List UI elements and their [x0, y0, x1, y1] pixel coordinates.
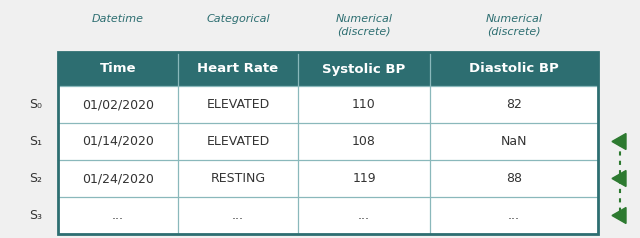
Text: 119: 119 — [352, 172, 376, 185]
Bar — [58, 52, 598, 234]
Text: ELEVATED: ELEVATED — [206, 135, 269, 148]
Text: ...: ... — [358, 209, 370, 222]
Text: Heart Rate: Heart Rate — [197, 63, 278, 75]
Text: S₁: S₁ — [29, 135, 42, 148]
Text: Diastolic BP: Diastolic BP — [469, 63, 559, 75]
Text: Time: Time — [100, 63, 136, 75]
Text: ELEVATED: ELEVATED — [206, 98, 269, 111]
Text: 82: 82 — [506, 98, 522, 111]
Bar — [58, 197, 598, 234]
Text: 01/14/2020: 01/14/2020 — [82, 135, 154, 148]
Bar — [58, 160, 598, 197]
Text: ...: ... — [112, 209, 124, 222]
Text: S₂: S₂ — [29, 172, 42, 185]
Polygon shape — [612, 208, 626, 223]
Polygon shape — [612, 134, 626, 149]
Text: S₃: S₃ — [29, 209, 42, 222]
Text: S₀: S₀ — [29, 98, 42, 111]
Text: Numerical
(discrete): Numerical (discrete) — [335, 14, 392, 36]
Text: 88: 88 — [506, 172, 522, 185]
Bar — [58, 86, 598, 123]
Text: RESTING: RESTING — [211, 172, 266, 185]
Text: 108: 108 — [352, 135, 376, 148]
Text: Datetime: Datetime — [92, 14, 144, 24]
Bar — [58, 52, 598, 86]
Text: 110: 110 — [352, 98, 376, 111]
Text: ...: ... — [508, 209, 520, 222]
Text: 01/24/2020: 01/24/2020 — [82, 172, 154, 185]
Bar — [58, 123, 598, 160]
Text: ...: ... — [232, 209, 244, 222]
Polygon shape — [612, 170, 626, 187]
Text: Categorical: Categorical — [206, 14, 270, 24]
Text: Systolic BP: Systolic BP — [323, 63, 406, 75]
Text: Numerical
(discrete): Numerical (discrete) — [486, 14, 543, 36]
Text: 01/02/2020: 01/02/2020 — [82, 98, 154, 111]
Text: NaN: NaN — [500, 135, 527, 148]
